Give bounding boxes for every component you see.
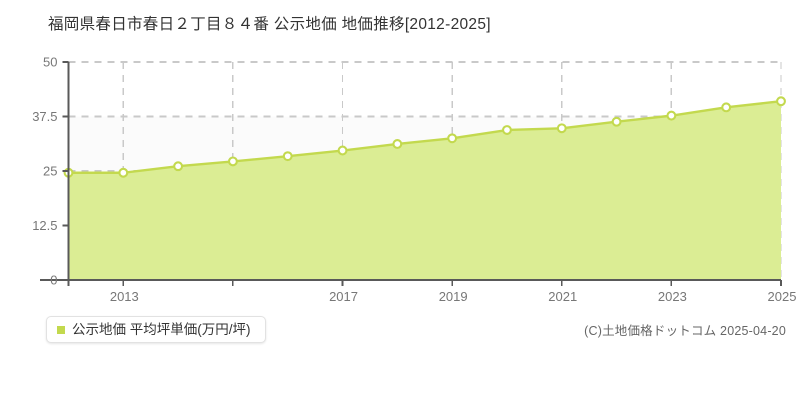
x-axis-tick-label: 2025 xyxy=(768,289,797,304)
x-axis-tick-label: 2019 xyxy=(439,289,468,304)
legend-swatch-icon xyxy=(57,325,65,334)
series-line xyxy=(68,100,782,174)
y-axis-tick-labels: 0 12.5 25 37.5 50 xyxy=(32,55,57,288)
y-axis-tick-label: 25 xyxy=(43,164,57,179)
y-axis-tick-label: 0 xyxy=(50,273,57,288)
x-axis-tick-label: 2021 xyxy=(548,289,577,304)
x-axis-tick-label: 2023 xyxy=(658,289,687,304)
series-data-points xyxy=(63,96,786,178)
y-axis-tick-label: 12.5 xyxy=(32,218,57,233)
x-axis-tick-label: 2013 xyxy=(110,289,139,304)
y-axis-tick-label: 37.5 xyxy=(32,109,57,124)
axis-lines xyxy=(40,61,782,286)
legend-label: 公示地価 平均坪単価(万円/坪) xyxy=(72,321,251,337)
x-axis-tick-labels: 2013 2017 2019 2021 2023 2025 xyxy=(110,289,797,304)
credit-text: (C)土地価格ドットコム 2025-04-20 xyxy=(584,324,786,338)
chart-title: 福岡県春日市春日２丁目８４番 公示地価 地価推移[2012-2025] xyxy=(48,16,491,33)
x-axis-tick-label: 2017 xyxy=(329,289,358,304)
series-area-fill xyxy=(68,101,781,281)
y-axis-tick-label: 50 xyxy=(43,55,57,70)
chart-legend: 公示地価 平均坪単価(万円/坪) xyxy=(46,316,266,343)
